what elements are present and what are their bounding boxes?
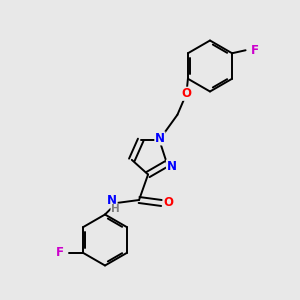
Text: F: F: [56, 246, 63, 259]
Text: F: F: [251, 44, 259, 57]
Text: O: O: [182, 87, 191, 100]
Text: N: N: [155, 132, 165, 145]
Text: O: O: [163, 196, 173, 209]
Text: N: N: [107, 194, 117, 207]
Text: H: H: [111, 204, 119, 214]
Text: N: N: [167, 160, 176, 173]
